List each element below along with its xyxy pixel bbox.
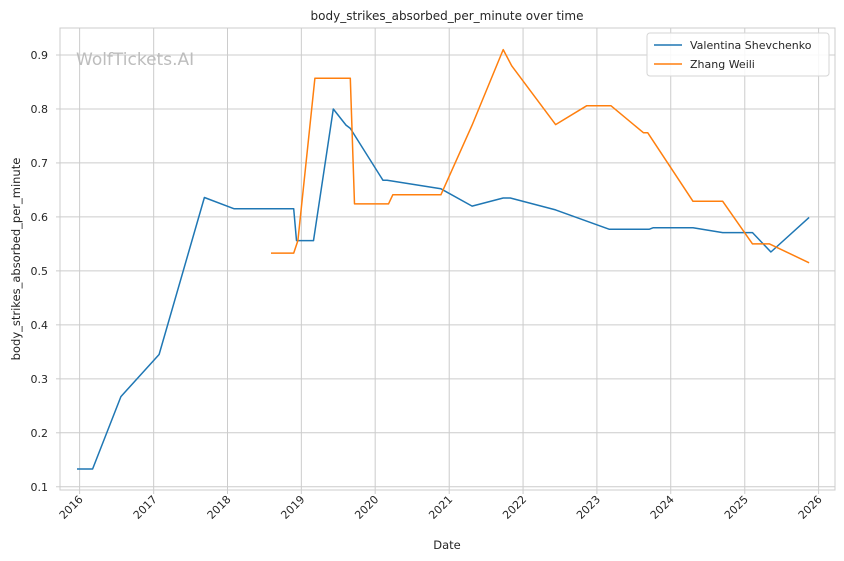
y-tick-label: 0.6 [31,211,49,224]
y-tick-label: 0.7 [31,157,49,170]
y-tick-label: 0.9 [31,49,49,62]
legend: Valentina Shevchenko Zhang Weili [646,32,830,77]
legend-label-zhang: Zhang Weili [690,58,755,71]
y-axis-label: body_strikes_absorbed_per_minute [9,158,23,361]
y-tick-label: 0.5 [31,265,49,278]
y-tick-label: 0.8 [31,103,49,116]
y-tick-label: 0.1 [31,481,49,494]
y-tick-label: 0.3 [31,373,49,386]
legend-box [646,32,830,77]
series-layer [77,48,810,470]
plot-area [60,28,835,490]
chart-title: body_strikes_absorbed_per_minute over ti… [311,9,584,23]
y-axis: 0.1 0.2 0.3 0.4 0.5 0.6 0.7 0.8 0.9 [31,49,60,494]
x-axis-label: Date [433,538,461,552]
legend-label-valentina: Valentina Shevchenko [690,39,812,52]
series-line-valentina [77,108,810,470]
series-line-zhang [271,48,810,264]
watermark: WolfTickets.AI [76,50,194,70]
y-tick-label: 0.4 [31,319,49,332]
plot-frame [59,27,836,491]
y-tick-label: 0.2 [31,427,49,440]
